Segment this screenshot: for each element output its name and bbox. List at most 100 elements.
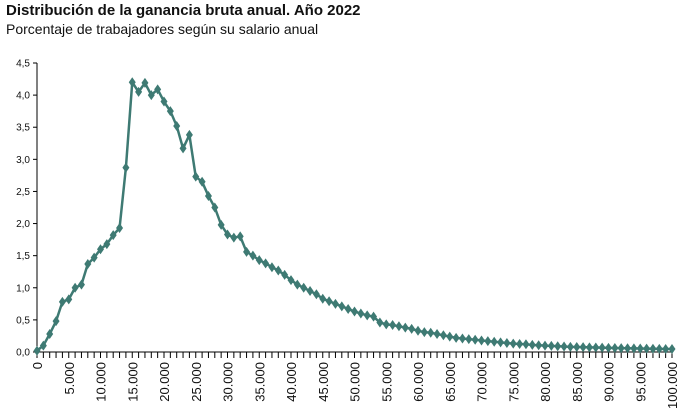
data-point [325, 296, 333, 307]
data-point [370, 311, 378, 322]
x-tick-label: 20.000 [157, 362, 172, 402]
data-point [204, 190, 212, 201]
data-point [401, 322, 409, 333]
x-tick-label: 25.000 [189, 362, 204, 402]
data-point [109, 230, 117, 241]
data-point [566, 341, 574, 352]
x-tick-label: 85.000 [570, 362, 585, 402]
x-tick-label: 5.000 [62, 362, 77, 395]
data-point [446, 331, 454, 342]
y-tick-label: 2,5 [16, 187, 30, 198]
x-tick-label: 100.000 [665, 362, 680, 409]
data-point [274, 265, 282, 276]
data-point [585, 342, 593, 353]
data-point [300, 282, 308, 293]
x-tick-label: 45.000 [316, 362, 331, 402]
data-point [46, 329, 54, 340]
y-tick-label: 0,0 [16, 348, 30, 359]
data-point [478, 335, 485, 346]
y-tick-label: 1,0 [16, 283, 30, 294]
y-tick-label: 2,0 [16, 219, 30, 230]
data-point [122, 162, 130, 173]
data-point [154, 84, 162, 95]
data-point [39, 340, 47, 351]
data-point [255, 255, 263, 266]
data-point [541, 340, 549, 351]
data-point [579, 342, 587, 353]
x-tick-label: 75.000 [506, 362, 521, 402]
data-point [490, 336, 498, 347]
data-point [128, 77, 136, 88]
data-point [414, 325, 422, 336]
data-point [547, 340, 555, 351]
data-point [649, 343, 657, 354]
data-point [484, 336, 492, 347]
data-point [331, 298, 339, 309]
data-point [427, 327, 435, 338]
data-point [287, 275, 295, 286]
x-tick-label: 15.000 [125, 362, 140, 402]
data-point [382, 319, 390, 330]
data-point [458, 333, 466, 344]
data-point [344, 303, 352, 314]
data-point [420, 327, 428, 338]
data-point [554, 341, 562, 352]
x-tick-label: 35.000 [252, 362, 267, 402]
data-point [363, 310, 371, 321]
data-point [262, 258, 270, 269]
chart-subtitle: Porcentaje de trabajadores según su sala… [6, 21, 319, 37]
data-point [497, 337, 505, 348]
x-axis: 0 5.000 10.000 15.000 20.000 25.000 30.000 35.0… [30, 351, 680, 409]
data-point [516, 338, 524, 349]
data-point [268, 262, 276, 273]
data-point [160, 96, 168, 107]
data-point [503, 338, 511, 349]
x-tick-label: 80.000 [538, 362, 553, 402]
data-point [198, 176, 206, 187]
series-group [33, 77, 676, 356]
data-point [52, 316, 60, 327]
data-point [90, 252, 98, 263]
data-point [560, 341, 568, 352]
data-point [535, 340, 543, 351]
data-point [617, 343, 625, 354]
data-point [598, 342, 606, 353]
data-point [433, 329, 441, 340]
y-axis: 0,0 0,5 1,0 1,5 2,0 2,5 3,0 3,5 4,0 4,5 [16, 59, 38, 359]
data-point [312, 289, 320, 300]
data-point [465, 334, 473, 345]
data-point [116, 223, 124, 234]
data-point [243, 246, 251, 257]
data-point [668, 344, 676, 355]
y-tick-label: 1,5 [16, 251, 30, 262]
y-tick-label: 3,0 [16, 155, 30, 166]
data-point [33, 345, 41, 356]
x-tick-label: 90.000 [602, 362, 617, 402]
data-point [192, 171, 200, 182]
data-point [509, 338, 517, 349]
x-tick-label: 70.000 [475, 362, 490, 402]
chart-title: Distribución de la ganancia bruta anual.… [6, 2, 361, 19]
data-point [643, 343, 651, 354]
data-point [655, 343, 663, 354]
data-point [471, 334, 479, 345]
data-point [58, 296, 66, 307]
x-tick-label: 10.000 [94, 362, 109, 402]
x-tick-label: 50.000 [348, 362, 363, 402]
data-point [77, 279, 85, 290]
data-point [389, 320, 397, 331]
data-point [103, 239, 111, 250]
x-tick-label: 60.000 [411, 362, 426, 402]
data-point [395, 321, 403, 332]
data-point [636, 343, 644, 354]
data-point [217, 219, 225, 230]
data-point [179, 143, 187, 154]
data-point [84, 259, 92, 270]
x-tick-label: 40.000 [284, 362, 299, 402]
data-point [166, 106, 174, 117]
data-point [439, 330, 447, 341]
x-tick-label: 95.000 [633, 362, 648, 402]
data-point [147, 90, 155, 101]
y-tick-label: 0,5 [16, 315, 30, 326]
